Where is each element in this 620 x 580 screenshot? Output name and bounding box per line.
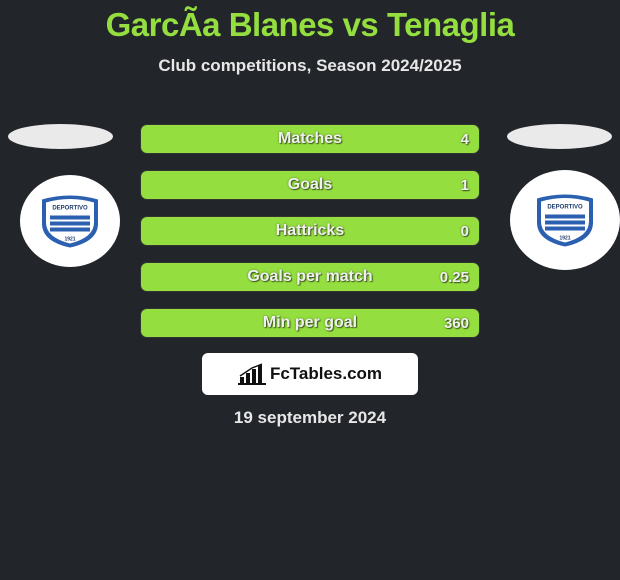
alaves-crest-icon: DEPORTIVO 1921 [40, 194, 100, 249]
svg-text:DEPORTIVO: DEPORTIVO [547, 205, 583, 211]
stat-value-right: 360 [444, 315, 469, 332]
stat-value-right: 4 [461, 131, 469, 148]
stat-label: Matches [278, 130, 342, 148]
date-text: 19 september 2024 [0, 408, 620, 428]
stat-row-goals: Goals 1 [140, 170, 480, 200]
stats-panel: Matches 4 Goals 1 Hattricks 0 Goals per … [140, 124, 480, 354]
club-badge-right: DEPORTIVO 1921 [510, 170, 620, 270]
svg-text:1921: 1921 [559, 236, 570, 242]
player-avatar-right [507, 124, 612, 149]
stat-row-min-per-goal: Min per goal 360 [140, 308, 480, 338]
stat-value-right: 0.25 [440, 269, 469, 286]
stat-label: Goals per match [247, 268, 372, 286]
stat-row-hattricks: Hattricks 0 [140, 216, 480, 246]
subtitle: Club competitions, Season 2024/2025 [0, 56, 620, 76]
stat-row-goals-per-match: Goals per match 0.25 [140, 262, 480, 292]
club-badge-left: DEPORTIVO 1921 [20, 175, 120, 267]
brand-box[interactable]: FcTables.com [202, 353, 418, 395]
stat-label: Min per goal [263, 314, 357, 332]
stat-label: Hattricks [276, 222, 344, 240]
stat-value-right: 1 [461, 177, 469, 194]
brand-text: FcTables.com [270, 364, 382, 384]
svg-text:DEPORTIVO: DEPORTIVO [52, 206, 88, 212]
bar-chart-icon [238, 363, 266, 385]
player-avatar-left [8, 124, 113, 149]
svg-text:1921: 1921 [64, 237, 75, 243]
page-title: GarcÃ­a Blanes vs Tenaglia [0, 0, 620, 44]
stat-value-right: 0 [461, 223, 469, 240]
stat-label: Goals [288, 176, 332, 194]
stat-row-matches: Matches 4 [140, 124, 480, 154]
alaves-crest-icon: DEPORTIVO 1921 [535, 193, 595, 248]
